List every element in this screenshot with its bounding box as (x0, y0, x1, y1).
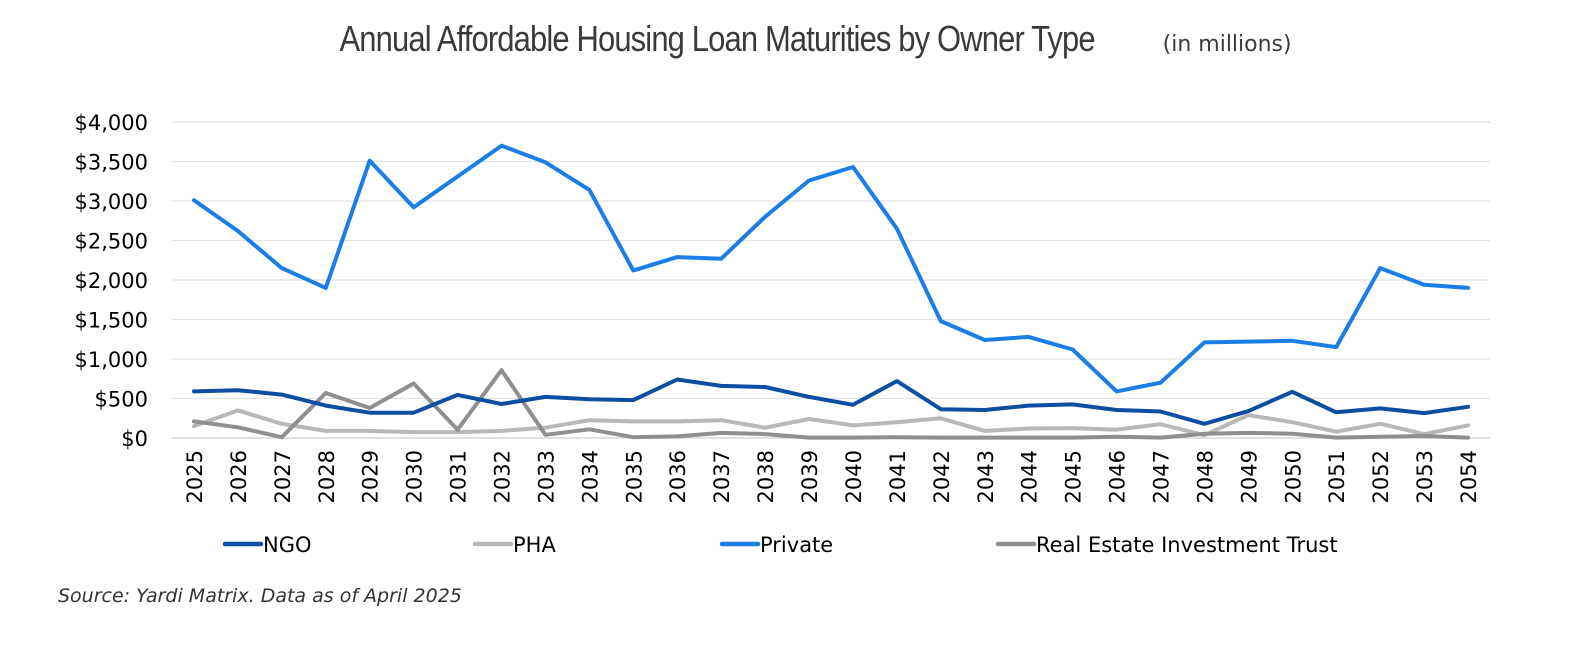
y-tick-label: $3,000 (75, 190, 148, 214)
y-tick-label: $4,000 (75, 111, 148, 135)
chart-title: Annual Affordable Housing Loan Maturitie… (339, 18, 1096, 59)
x-tick-label: 2036 (666, 450, 690, 503)
series-line-private (192, 143, 1470, 394)
x-tick-label: 2032 (491, 450, 515, 503)
x-tick-label: 2035 (622, 450, 646, 503)
x-tick-label: 2031 (447, 450, 471, 503)
x-tick-label: 2041 (886, 450, 910, 503)
x-tick-label: 2045 (1062, 450, 1086, 503)
x-tick-label: 2029 (359, 450, 383, 503)
x-tick-label: 2027 (271, 450, 295, 503)
y-tick-label: $0 (121, 427, 148, 451)
x-tick-label: 2044 (1018, 450, 1042, 503)
x-tick-label: 2034 (578, 450, 602, 503)
x-tick-label: 2052 (1369, 450, 1393, 503)
x-tick-label: 2050 (1281, 450, 1305, 503)
x-tick-label: 2033 (534, 450, 558, 503)
x-tick-label: 2038 (754, 450, 778, 503)
series-line-ngo (192, 377, 1470, 426)
legend-label: PHA (513, 533, 556, 557)
legend-label: Real Estate Investment Trust (1036, 533, 1338, 557)
x-tick-label: 2053 (1413, 450, 1437, 503)
x-tick-label: 2037 (710, 450, 734, 503)
x-tick-label: 2051 (1325, 450, 1349, 503)
x-tick-label: 2046 (1106, 450, 1130, 503)
x-tick-label: 2026 (227, 450, 251, 503)
title-block: Annual Affordable Housing Loan Maturitie… (0, 18, 1570, 60)
series-line-pha (192, 408, 1470, 438)
y-axis: $0 $500 $1,000 $1,500 $2,000 $2,500 $3,000 $3,5… (75, 111, 148, 451)
series-line-real-estate-investment-trust (192, 368, 1470, 440)
x-tick-label: 2028 (315, 450, 339, 503)
source-note: Source: Yardi Matrix. Data as of April 2… (58, 585, 462, 607)
y-tick-label: $2,500 (75, 230, 148, 254)
gridlines (172, 121, 1490, 439)
chart-subtitle: (in millions) (1162, 32, 1292, 57)
x-tick-label: 2025 (183, 450, 207, 503)
x-tick-label: 2030 (403, 450, 427, 503)
x-tick-label: 2047 (1150, 450, 1174, 503)
x-tick-label: 2042 (930, 450, 954, 503)
legend-label: Private (760, 533, 833, 557)
y-tick-label: $2,000 (75, 269, 148, 293)
y-tick-label: $3,500 (75, 151, 148, 175)
x-tick-label: 2054 (1457, 450, 1481, 503)
x-tick-label: 2040 (842, 450, 866, 503)
x-tick-label: 2048 (1193, 450, 1217, 503)
legend: NGO PHA Private Real Estate Investment Trus… (222, 533, 1338, 557)
series-lines (192, 143, 1470, 440)
x-tick-label: 2043 (974, 450, 998, 503)
x-tick-label: 2049 (1237, 450, 1261, 503)
y-tick-label: $1,500 (75, 309, 148, 333)
legend-label: NGO (263, 533, 312, 557)
x-axis: 2025 2026 2027 2028 2029 2030 2031 2032 2033 2034… (183, 450, 1481, 503)
y-tick-label: $500 (95, 388, 148, 412)
y-tick-label: $1,000 (75, 348, 148, 372)
x-tick-label: 2039 (798, 450, 822, 503)
